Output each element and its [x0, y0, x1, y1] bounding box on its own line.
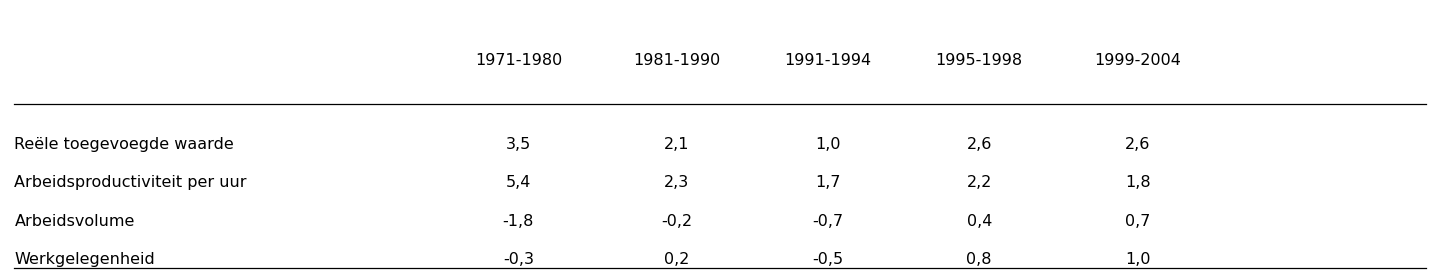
Text: 0,7: 0,7: [1125, 214, 1151, 229]
Text: Arbeidsvolume: Arbeidsvolume: [14, 214, 135, 229]
Text: 1,0: 1,0: [815, 137, 841, 152]
Text: 1981-1990: 1981-1990: [634, 53, 720, 67]
Text: Werkgelegenheid: Werkgelegenheid: [14, 252, 156, 267]
Text: -0,3: -0,3: [503, 252, 534, 267]
Text: 1971-1980: 1971-1980: [475, 53, 562, 67]
Text: -1,8: -1,8: [503, 214, 534, 229]
Text: -0,2: -0,2: [661, 214, 693, 229]
Text: 2,3: 2,3: [664, 176, 690, 190]
Text: 0,8: 0,8: [966, 252, 992, 267]
Text: -0,7: -0,7: [812, 214, 844, 229]
Text: 0,4: 0,4: [966, 214, 992, 229]
Text: 1,8: 1,8: [1125, 176, 1151, 190]
Text: 3,5: 3,5: [505, 137, 531, 152]
Text: 1995-1998: 1995-1998: [936, 53, 1022, 67]
Text: 2,2: 2,2: [966, 176, 992, 190]
Text: 1991-1994: 1991-1994: [785, 53, 871, 67]
Text: -0,5: -0,5: [812, 252, 844, 267]
Text: 2,1: 2,1: [664, 137, 690, 152]
Text: Reële toegevoegde waarde: Reële toegevoegde waarde: [14, 137, 235, 152]
Text: 0,2: 0,2: [664, 252, 690, 267]
Text: 1,0: 1,0: [1125, 252, 1151, 267]
Text: Arbeidsproductiviteit per uur: Arbeidsproductiviteit per uur: [14, 176, 246, 190]
Text: 1,7: 1,7: [815, 176, 841, 190]
Text: 1999-2004: 1999-2004: [1094, 53, 1181, 67]
Text: 2,6: 2,6: [966, 137, 992, 152]
Text: 5,4: 5,4: [505, 176, 531, 190]
Text: 2,6: 2,6: [1125, 137, 1151, 152]
